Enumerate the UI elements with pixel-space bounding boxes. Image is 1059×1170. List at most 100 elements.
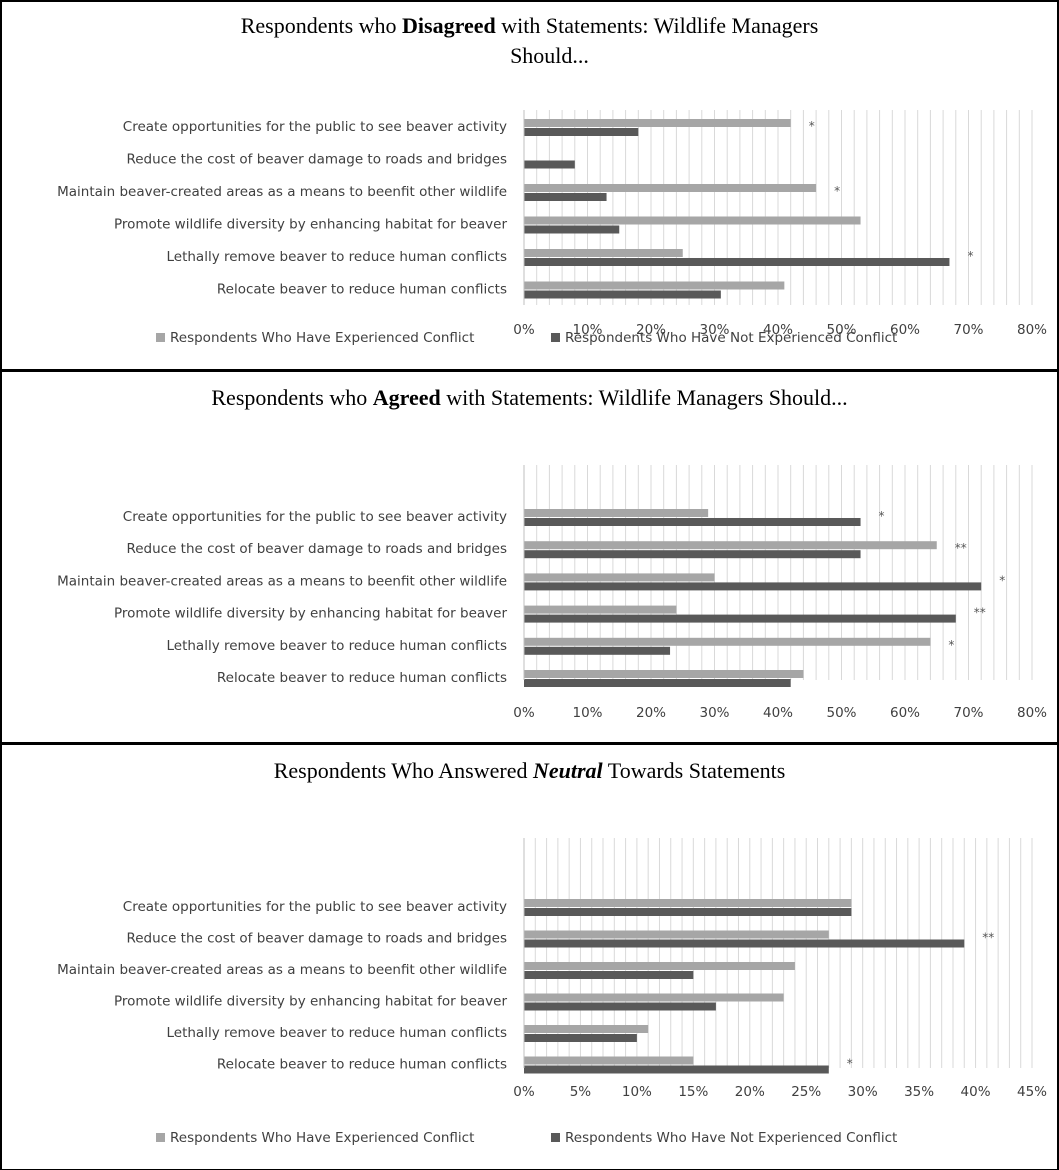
bar-not-experienced [524,160,575,169]
chart-title: Respondents who Disagreed with Statement… [241,13,819,38]
bar-experienced [524,1025,649,1033]
legend-label-experienced: Respondents Who Have Experienced Conflic… [170,1130,474,1146]
chart-title-part: Towards Statements [603,758,786,783]
panel-border [0,0,1059,370]
x-tick-label: 30% [699,705,729,721]
significance-marker: * [879,509,885,523]
significance-marker: * [809,119,815,133]
category-label: Relocate beaver to reduce human conflict… [217,1057,507,1073]
x-tick-label: 80% [1017,705,1047,721]
bar-experienced [524,637,931,646]
bar-not-experienced [524,290,721,299]
x-tick-label: 20% [636,322,666,338]
category-label: Relocate beaver to reduce human conflict… [217,282,507,298]
x-tick-label: 5% [570,1084,592,1100]
x-tick-label: 15% [678,1084,708,1100]
chart-title: Respondents who Agreed with Statements: … [211,385,847,410]
x-tick-label: 30% [699,322,729,338]
category-label: Reduce the cost of beaver damage to road… [126,541,507,557]
bar-experienced [524,184,817,192]
legend-label-experienced: Respondents Who Have Experienced Conflic… [170,330,474,346]
category-label: Lethally remove beaver to reduce human c… [166,249,507,265]
gridlines [523,838,1033,1068]
chart-title-part: with Statements: Wildlife Managers [496,13,819,38]
bar-experienced [524,509,709,517]
significance-marker: * [847,1057,853,1071]
chart-title-part: Respondents who [241,13,402,38]
agreed-chart: Respondents who Agreed with Statements: … [0,370,1059,743]
category-label: Maintain beaver-created areas as a means… [57,962,507,978]
category-label: Create opportunities for the public to s… [123,509,507,525]
bar-not-experienced [524,258,950,266]
bar-experienced [524,962,795,970]
bar-not-experienced [524,679,791,687]
bar-not-experienced [524,128,639,136]
bar-not-experienced [524,193,607,201]
legend-swatch-experienced [156,1133,165,1142]
bar-experienced [524,249,683,257]
category-label: Reduce the cost of beaver damage to road… [126,931,507,947]
chart-title-part: Respondents who [211,385,372,410]
chart-title-line2: Should... [510,43,589,68]
chart-title-part: with Statements: Wildlife Managers Shoul… [441,385,848,410]
bar-not-experienced [524,971,694,979]
category-label: Create opportunities for the public to s… [123,119,507,135]
category-label: Relocate beaver to reduce human conflict… [217,670,507,686]
chart-title: Respondents Who Answered Neutral Towards… [274,758,786,783]
bar-not-experienced [524,908,852,916]
significance-marker: * [967,249,973,263]
panel-border [0,370,1059,743]
category-label: Promote wildlife diversity by enhancing … [114,606,507,622]
bar-experienced [524,930,829,939]
bar-experienced [524,281,785,290]
bar-not-experienced [524,582,982,591]
panel-border [0,743,1059,1170]
x-tick-label: 10% [622,1084,652,1100]
x-tick-label: 35% [904,1084,934,1100]
legend-swatch-not-experienced [551,1133,560,1142]
category-label: Lethally remove beaver to reduce human c… [166,1025,507,1041]
bar-not-experienced [524,939,965,948]
legend-swatch-experienced [156,333,165,342]
bar-not-experienced [524,1065,829,1074]
bar-not-experienced [524,1002,716,1011]
category-label: Lethally remove beaver to reduce human c… [166,638,507,654]
bar-not-experienced [524,518,861,526]
bar-not-experienced [524,1034,637,1042]
x-tick-label: 40% [961,1084,991,1100]
x-tick-label: 60% [890,322,920,338]
significance-marker: * [999,573,1005,587]
x-tick-label: 25% [791,1084,821,1100]
bar-experienced [524,670,804,678]
x-tick-label: 20% [636,705,666,721]
x-tick-label: 10% [572,322,602,338]
significance-marker: ** [955,541,967,555]
bar-experienced [524,541,937,550]
chart-title-part: Disagreed [402,13,496,38]
x-tick-label: 70% [953,322,983,338]
neutral-chart-panel: Respondents Who Answered Neutral Towards… [0,743,1059,1170]
bar-experienced [524,993,784,1002]
x-tick-label: 80% [1017,322,1047,338]
significance-marker: ** [982,931,994,945]
category-label: Maintain beaver-created areas as a means… [57,184,507,200]
x-tick-label: 0% [513,705,535,721]
x-tick-label: 45% [1017,1084,1047,1100]
x-tick-label: 40% [763,705,793,721]
x-tick-label: 60% [890,705,920,721]
category-label: Promote wildlife diversity by enhancing … [114,217,507,233]
legend-label-not-experienced: Respondents Who Have Not Experienced Con… [565,1130,897,1146]
significance-marker: ** [974,606,986,620]
disagreed-chart-panel: Respondents who Disagreed with Statement… [0,0,1059,370]
bar-experienced [524,1056,694,1065]
x-tick-label: 70% [953,705,983,721]
neutral-chart: Respondents Who Answered Neutral Towards… [0,743,1059,1170]
bar-not-experienced [524,550,861,559]
x-tick-label: 10% [572,705,602,721]
bar-experienced [524,573,715,582]
legend: Respondents Who Have Experienced Conflic… [156,330,897,346]
bar-experienced [524,605,677,614]
x-tick-label: 20% [735,1084,765,1100]
x-tick-label: 40% [763,322,793,338]
bar-not-experienced [524,614,956,623]
